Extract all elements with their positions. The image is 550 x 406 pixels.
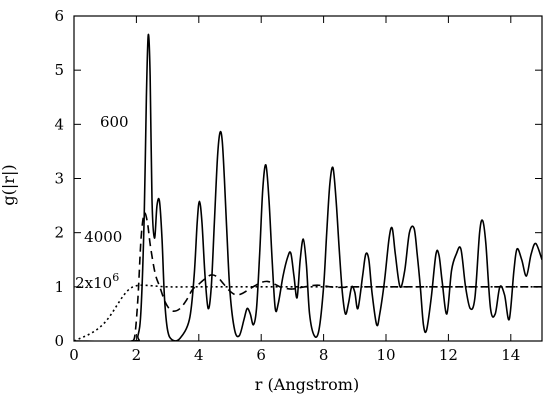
- x-tick-label: 8: [319, 346, 329, 364]
- x-tick-label: 14: [501, 346, 520, 364]
- x-tick: 4: [194, 16, 204, 364]
- curve-label: 2x106: [75, 271, 119, 292]
- curve-label: 600: [100, 113, 129, 131]
- x-tick: 0: [69, 16, 79, 364]
- x-tick-label: 0: [69, 346, 79, 364]
- y-tick: 6: [54, 7, 542, 25]
- y-tick: 1: [54, 278, 542, 296]
- y-tick-label: 4: [54, 115, 64, 133]
- y-tick-label: 6: [54, 7, 64, 25]
- x-tick-label: 6: [256, 346, 266, 364]
- y-tick-label: 5: [54, 61, 64, 79]
- x-tick: 12: [439, 16, 458, 364]
- curve-label: 4000: [84, 228, 122, 246]
- series-layer: [74, 33, 542, 341]
- x-tick: 6: [256, 16, 266, 364]
- y-tick-label: 0: [54, 332, 64, 350]
- y-tick: 4: [54, 115, 542, 133]
- x-tick: 2: [132, 16, 142, 364]
- x-tick-label: 4: [194, 346, 204, 364]
- y-axis-label: g(|r|): [0, 164, 18, 205]
- labels-layer: r (Angstrom) g(|r|): [0, 164, 359, 394]
- x-tick-label: 2: [132, 346, 142, 364]
- x-tick-label: 12: [439, 346, 458, 364]
- x-tick: 10: [376, 16, 396, 364]
- series-line-dashed: [131, 212, 542, 341]
- annotations-layer: 600 4000 2x106: [75, 113, 128, 292]
- y-tick-label: 3: [54, 170, 64, 188]
- y-tick: 5: [54, 61, 542, 79]
- y-tick: 3: [54, 170, 542, 188]
- y-tick-label: 2: [54, 224, 64, 242]
- series-line-solid: [74, 33, 542, 341]
- x-axis-label: r (Angstrom): [255, 375, 359, 394]
- y-tick: 2: [54, 224, 542, 242]
- y-tick: 0: [54, 332, 542, 350]
- y-tick-label: 1: [54, 278, 64, 296]
- x-tick: 14: [501, 16, 520, 364]
- x-tick: 8: [319, 16, 329, 364]
- x-tick-label: 10: [376, 346, 395, 364]
